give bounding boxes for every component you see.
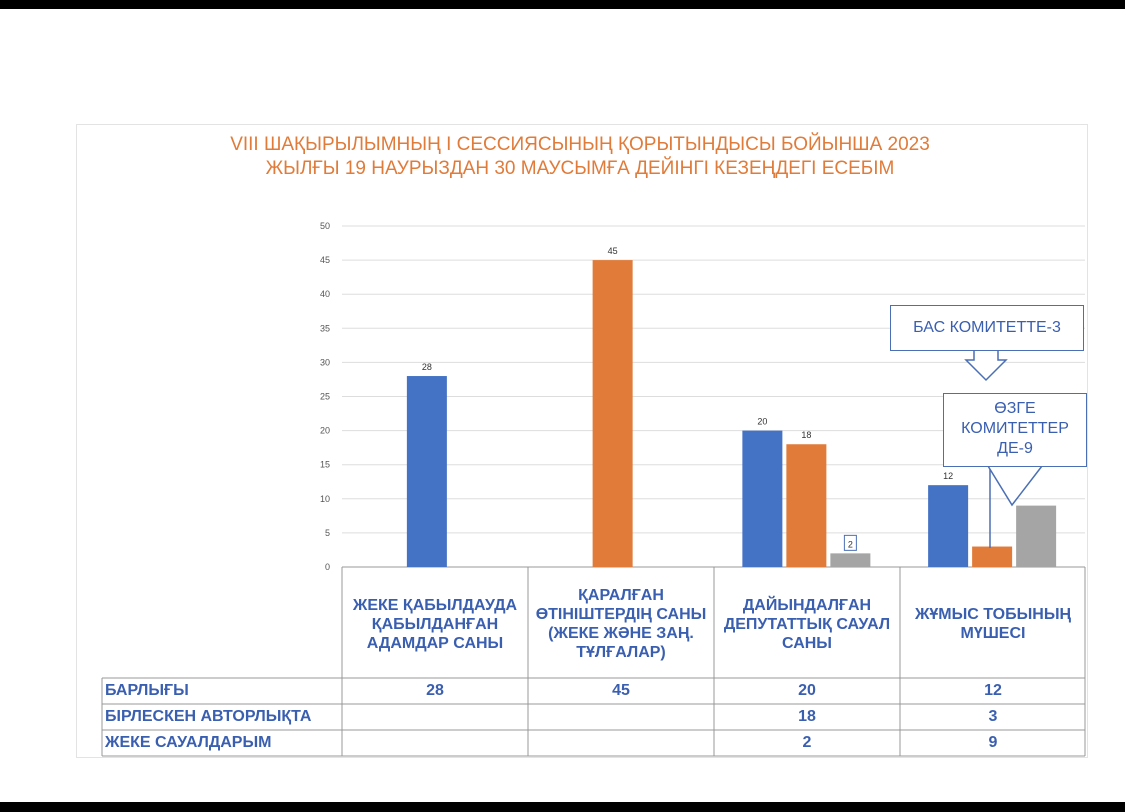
- y-tick-label: 40: [320, 289, 330, 299]
- table-cell: 45: [612, 682, 630, 699]
- bar: [830, 553, 871, 567]
- y-tick-label: 0: [325, 562, 330, 572]
- chart-title: VIII ШАҚЫРЫЛЫМНЫҢ I СЕССИЯСЫНЫҢ ҚОРЫТЫНД…: [100, 133, 1060, 181]
- data-label: 28: [422, 362, 432, 372]
- bar: [406, 376, 447, 567]
- callout-other-line2: КОМИТЕТТЕР: [961, 420, 1069, 437]
- chart-title-line1: VIII ШАҚЫРЫЛЫМНЫҢ I СЕССИЯСЫНЫҢ ҚОРЫТЫНД…: [230, 134, 930, 155]
- callout-arrow-down: [964, 350, 1008, 382]
- data-label: 18: [801, 430, 811, 440]
- y-tick-label: 30: [320, 357, 330, 367]
- y-tick-label: 50: [320, 221, 330, 231]
- category-label-3: ДАЙЫНДАЛҒАН ДЕПУТАТТЫҚ САУАЛ САНЫ: [723, 596, 891, 652]
- table-cell: 18: [798, 708, 816, 725]
- bar: [786, 444, 827, 567]
- callout-main-committee: БАС КОМИТЕТТЕ-3: [890, 305, 1084, 351]
- callout-other-line3: ДЕ-9: [997, 440, 1033, 457]
- y-tick-label: 45: [320, 255, 330, 265]
- callout-pointer-gray: [987, 465, 1043, 507]
- bar: [1016, 505, 1057, 567]
- bottom-black-border: [0, 802, 1125, 812]
- table-cell: 9: [988, 734, 998, 751]
- bar: [742, 430, 783, 567]
- table-cell: 28: [426, 682, 444, 699]
- top-black-border: [0, 0, 1125, 9]
- table-row-label-total: БАРЛЫҒЫ: [105, 682, 189, 699]
- table-cell: 12: [984, 682, 1002, 699]
- table-cell: 2: [802, 734, 812, 751]
- table-row-label-coauthored: БІРЛЕСКЕН АВТОРЛЫҚТА: [105, 708, 312, 725]
- callout-other-committees: ӨЗГЕ КОМИТЕТТЕР ДЕ-9: [943, 393, 1087, 467]
- y-tick-label: 5: [325, 528, 330, 538]
- bar: [928, 485, 969, 567]
- y-tick-label: 35: [320, 323, 330, 333]
- category-label-4: ЖҰМЫС ТОБЫНЫҢ МҮШЕСІ: [914, 606, 1072, 642]
- y-tick-label: 20: [320, 426, 330, 436]
- data-label-box: [843, 534, 857, 551]
- chart-frame: [76, 124, 1088, 758]
- y-tick-label: 25: [320, 392, 330, 402]
- chart-title-line2: ЖЫЛҒЫ 19 НАУРЫЗДАН 30 МАУСЫМҒА ДЕЙІНГІ К…: [265, 158, 895, 179]
- table-cell: 3: [988, 708, 998, 725]
- data-label: 20: [757, 417, 767, 427]
- callout-other-line1: ӨЗГЕ: [994, 400, 1036, 417]
- bar: [592, 260, 633, 567]
- y-tick-label: 10: [320, 494, 330, 504]
- category-label-1: ЖЕКЕ ҚАБЫЛДАУДА ҚАБЫЛДАНҒАН АДАМДАР САНЫ: [352, 596, 518, 652]
- data-label: 2: [848, 539, 853, 549]
- table-cell: 20: [798, 682, 816, 699]
- bar: [972, 546, 1013, 567]
- table-row-label-personal: ЖЕКЕ САУАЛДАРЫМ: [105, 734, 272, 751]
- category-label-2: ҚАРАЛҒАН ӨТІНІШТЕРДІҢ САНЫ (ЖЕКЕ ЖӘНЕ ЗА…: [535, 587, 707, 661]
- data-label: 12: [943, 471, 953, 481]
- data-label: 45: [608, 246, 618, 256]
- y-tick-label: 15: [320, 460, 330, 470]
